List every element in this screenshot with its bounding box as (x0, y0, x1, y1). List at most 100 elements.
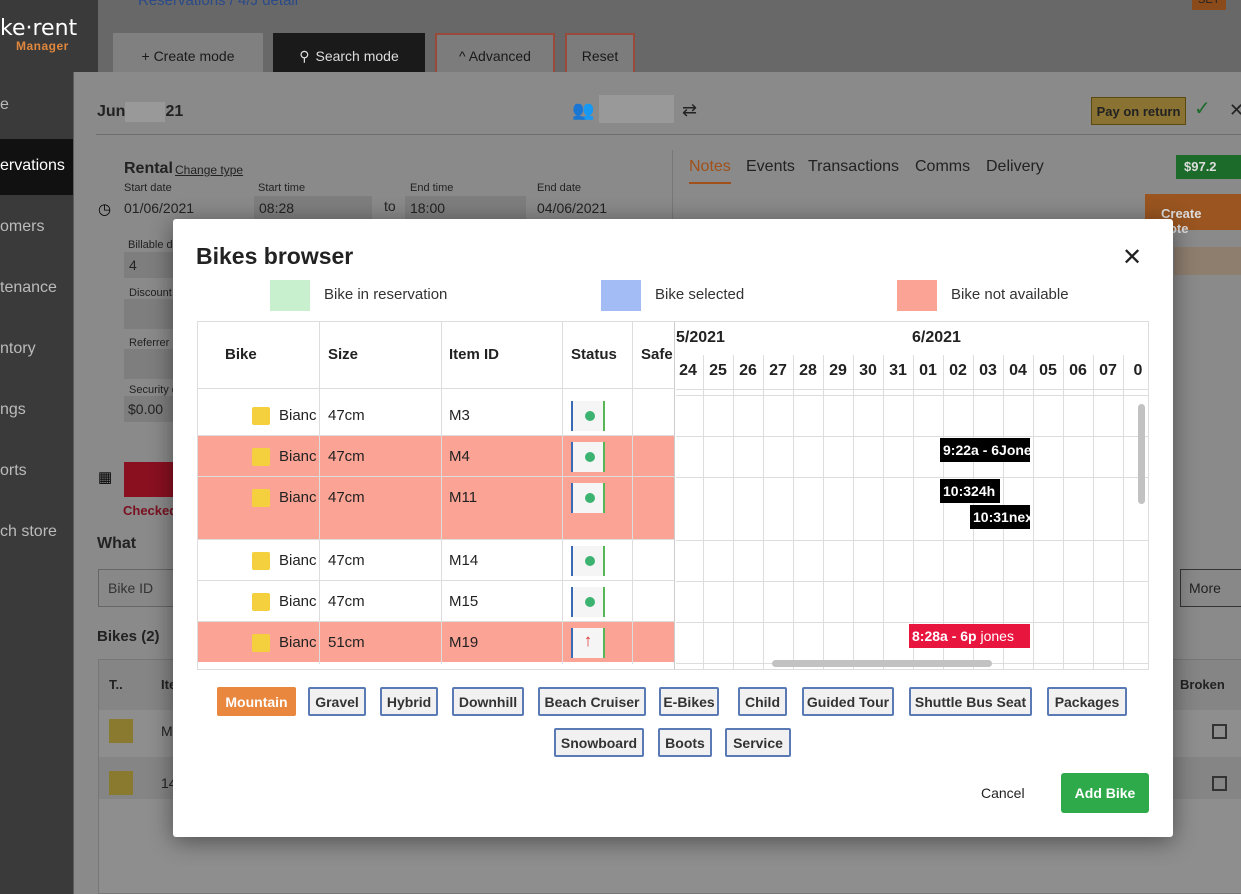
end-time-field[interactable]: 18:00 (405, 196, 526, 220)
status-indicator[interactable] (571, 483, 605, 513)
category-beach-cruiser[interactable]: Beach Cruiser (538, 687, 646, 716)
change-type-link[interactable]: Change type (175, 163, 244, 177)
discount-field[interactable] (124, 299, 174, 329)
close-icon[interactable]: ✕ (1122, 244, 1143, 271)
day-column (1093, 355, 1094, 669)
sidebar-item-reports[interactable]: orts (0, 462, 27, 479)
column-header-safe[interactable]: Safe (641, 346, 673, 363)
category-mountain[interactable]: Mountain (217, 687, 296, 716)
app-logo: ke·rent (0, 16, 78, 41)
balance-badge[interactable]: $97.2 (1176, 155, 1241, 179)
day-column (913, 355, 914, 669)
cancel-button[interactable]: Cancel (981, 785, 1025, 801)
security-deposit-field[interactable]: $0.00 (124, 396, 174, 422)
table-row[interactable]: Bianc 47cm M14 (198, 540, 674, 581)
advanced-button[interactable]: ^ Advanced (435, 33, 555, 79)
category-gravel[interactable]: Gravel (308, 687, 366, 716)
broken-checkbox[interactable] (1212, 724, 1227, 739)
day-header: 04 (1009, 362, 1027, 379)
day-header: 06 (1069, 362, 1087, 379)
sidebar-item-switch-store[interactable]: ch store (0, 523, 57, 540)
horizontal-scrollbar[interactable] (772, 660, 992, 667)
status-indicator[interactable] (571, 546, 605, 576)
bike-item-id: M4 (449, 448, 470, 465)
breadcrumb[interactable]: Reservations / 4/J detail (138, 0, 299, 9)
billable-days-field[interactable]: 4 (124, 252, 174, 278)
start-date-field[interactable]: 01/06/2021 (124, 200, 195, 216)
sidebar-item-settings[interactable]: ngs (0, 401, 26, 418)
booking-bar[interactable]: 9:22a - 6Jone (940, 438, 1030, 462)
day-column (733, 355, 734, 669)
booking-name: jones (980, 628, 1014, 644)
sidebar-item-customers[interactable]: omers (0, 218, 45, 235)
vertical-scrollbar[interactable] (1138, 404, 1145, 504)
category-shuttle-bus-seat[interactable]: Shuttle Bus Seat (909, 687, 1032, 716)
booking-bar[interactable]: 10:324h (940, 479, 1000, 503)
column-header-size[interactable]: Size (328, 346, 359, 363)
status-indicator[interactable] (571, 587, 605, 617)
bike-size: 51cm (328, 634, 365, 651)
category-guided-tour[interactable]: Guided Tour (802, 687, 894, 716)
status-indicator[interactable]: ↑ (571, 628, 605, 658)
booking-bar[interactable]: 10:31nex (970, 505, 1030, 529)
category-packages[interactable]: Packages (1047, 687, 1127, 716)
category-downhill[interactable]: Downhill (452, 687, 524, 716)
people-icon: 👥 (572, 100, 595, 120)
month-label: 6/2021 (912, 329, 961, 346)
day-header: 29 (829, 362, 847, 379)
bike-item-id: M3 (449, 407, 470, 424)
broken-checkbox[interactable] (1212, 776, 1227, 791)
pay-on-return-button[interactable]: Pay on return (1091, 97, 1186, 125)
sidebar-item-inventory[interactable]: ntory (0, 340, 36, 357)
availability-calendar: 5/2021 6/2021 24 25 26 27 28 29 30 31 01 02 03 04 05… (676, 322, 1148, 669)
table-row[interactable]: Bianc 47cm M3 (198, 395, 674, 436)
store-badge: SEY (1192, 0, 1226, 10)
table-row[interactable]: Bianc 51cm M19 ↑ (198, 622, 674, 663)
end-date-field[interactable]: 04/06/2021 (537, 200, 608, 216)
status-indicator[interactable] (571, 442, 605, 472)
status-indicator[interactable] (571, 401, 605, 431)
category-child[interactable]: Child (738, 687, 787, 716)
category-hybrid[interactable]: Hybrid (380, 687, 438, 716)
table-header-item[interactable]: Ite (161, 677, 177, 692)
column-header-bike[interactable]: Bike (225, 346, 257, 363)
security-label: Security d (129, 384, 178, 396)
checked-out-arrow-icon: ↑ (583, 631, 593, 650)
table-row[interactable]: Bianc 47cm M11 (198, 477, 674, 540)
add-bike-button[interactable]: Add Bike (1061, 773, 1149, 813)
table-row[interactable]: Bianc 47cm M4 (198, 436, 674, 477)
category-service[interactable]: Service (725, 728, 791, 757)
category-boots[interactable]: Boots (658, 728, 712, 757)
tab-delivery[interactable]: Delivery (986, 158, 1044, 175)
category-e-bikes[interactable]: E-Bikes (659, 687, 719, 716)
booking-name: Jone (999, 442, 1030, 458)
swap-icon[interactable]: ⇄ (682, 100, 698, 120)
bike-item-id: M11 (449, 489, 478, 506)
category-snowboard[interactable]: Snowboard (554, 728, 644, 757)
tab-comms[interactable]: Comms (915, 158, 971, 175)
table-header-type[interactable]: T.. (109, 677, 123, 692)
tab-events[interactable]: Events (746, 158, 795, 175)
checked-status-bar[interactable] (124, 462, 174, 497)
sidebar-item-maintenance[interactable]: tenance (0, 279, 57, 296)
column-header-status[interactable]: Status (571, 346, 617, 363)
table-row[interactable]: Bianc 47cm M15 (198, 581, 674, 622)
start-date-label: Start date (124, 182, 172, 194)
more-button[interactable]: More (1180, 569, 1241, 607)
bike-id-input[interactable]: Bike ID (98, 569, 178, 607)
reservation-title: Jun 21 (97, 102, 183, 122)
bike-item-id: M15 (449, 593, 479, 610)
reset-button[interactable]: Reset (565, 33, 635, 79)
title-prefix: Jun (97, 103, 126, 121)
tab-notes[interactable]: Notes (689, 158, 731, 184)
table-header-broken[interactable]: Broken (1180, 677, 1225, 692)
booking-time: 9:22a - 6 (943, 442, 1000, 458)
tab-transactions[interactable]: Transactions (808, 158, 899, 175)
referrer-field[interactable] (124, 349, 174, 379)
close-panel-icon[interactable]: ✕ (1229, 100, 1241, 120)
booking-bar[interactable]: 8:28a - 6p jones (909, 624, 1030, 648)
check-icon[interactable]: ✓ (1194, 98, 1211, 120)
start-time-field[interactable]: 08:28 (254, 196, 372, 220)
column-header-item-id[interactable]: Item ID (449, 346, 500, 363)
sidebar-item-home[interactable]: e (0, 96, 9, 113)
